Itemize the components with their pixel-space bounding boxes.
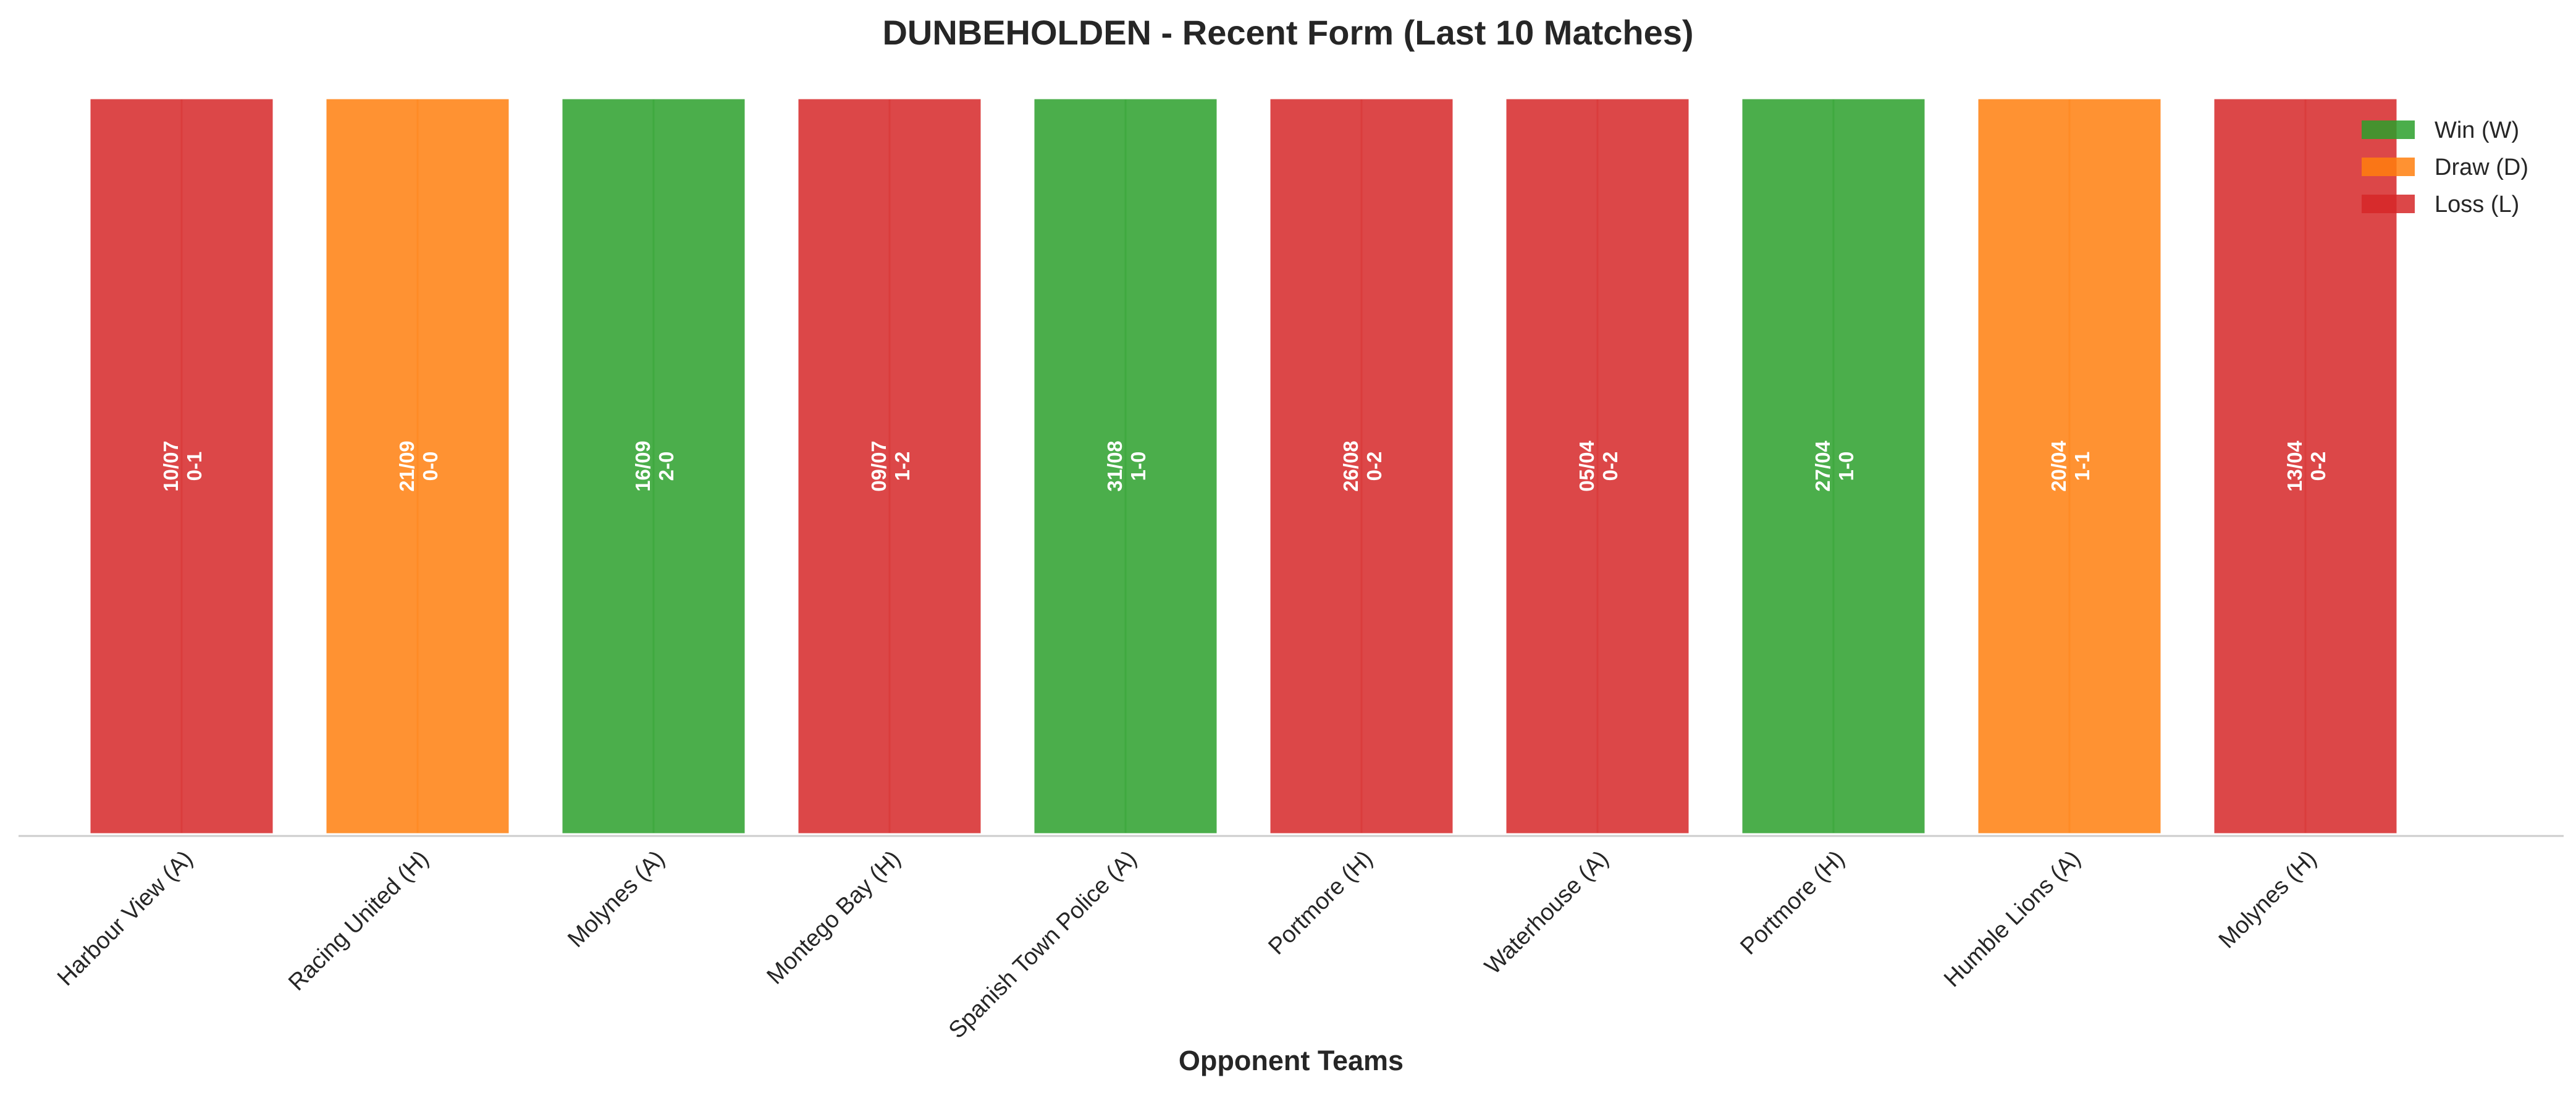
bar-label-1: 10/070-1 bbox=[159, 441, 206, 492]
bars-layer: 10/070-1 21/090-0 16/092-0 09/071-2 31/081-0… bbox=[87, 96, 2400, 837]
bar-date: 20/04 bbox=[2047, 441, 2070, 492]
bar-date: 09/07 bbox=[867, 441, 890, 492]
x-tick-label-5: Spanish Town Police (A) bbox=[944, 846, 1142, 1044]
x-tick-label-3: Molynes (A) bbox=[563, 846, 670, 953]
bar-label-4: 09/071-2 bbox=[867, 441, 914, 492]
legend-swatch-w bbox=[2362, 120, 2415, 139]
legend: Win (W) Draw (D) Loss (L) bbox=[2362, 117, 2528, 217]
legend-label-w: Win (W) bbox=[2435, 117, 2519, 143]
bar-9 bbox=[1975, 96, 2164, 837]
bar-score: 0-0 bbox=[419, 452, 442, 481]
x-tick-label-1: Harbour View (A) bbox=[53, 846, 198, 991]
legend-swatch-l bbox=[2362, 195, 2415, 213]
bar-date: 31/08 bbox=[1103, 441, 1126, 492]
legend-swatch-d bbox=[2362, 158, 2415, 176]
x-tick-label-2: Racing United (H) bbox=[284, 846, 434, 996]
x-axis-title: Opponent Teams bbox=[1179, 1045, 1404, 1076]
bar-4 bbox=[795, 96, 984, 837]
bar-label-3: 16/092-0 bbox=[631, 441, 678, 492]
bar-score: 1-0 bbox=[1835, 452, 1858, 481]
x-tick-label-9: Humble Lions (A) bbox=[1939, 846, 2086, 992]
legend-label-d: Draw (D) bbox=[2435, 154, 2528, 180]
bar-date: 05/04 bbox=[1575, 441, 1598, 492]
bar-label-5: 31/081-0 bbox=[1103, 441, 1150, 492]
legend-label-l: Loss (L) bbox=[2435, 192, 2519, 217]
bar-2 bbox=[323, 96, 512, 837]
x-tick-label-8: Portmore (H) bbox=[1735, 846, 1850, 960]
x-tick-label-10: Molynes (H) bbox=[2214, 846, 2322, 954]
bar-label-8: 27/041-0 bbox=[1811, 441, 1858, 492]
bar-score: 0-2 bbox=[2307, 452, 2330, 481]
bar-label-7: 05/040-2 bbox=[1575, 441, 1622, 492]
bar-score: 1-1 bbox=[2071, 452, 2094, 481]
bar-7 bbox=[1503, 96, 1692, 837]
bar-score: 1-0 bbox=[1127, 452, 1150, 481]
bar-score: 0-2 bbox=[1363, 452, 1386, 481]
bar-score: 1-2 bbox=[891, 452, 914, 481]
bar-label-9: 20/041-1 bbox=[2047, 441, 2094, 492]
bar-10 bbox=[2211, 96, 2400, 837]
bar-score: 0-1 bbox=[183, 452, 206, 481]
bar-3 bbox=[559, 96, 748, 837]
bar-1 bbox=[87, 96, 276, 837]
bar-date: 21/09 bbox=[395, 441, 418, 492]
bar-label-10: 13/040-2 bbox=[2283, 441, 2330, 492]
bar-label-6: 26/080-2 bbox=[1339, 441, 1386, 492]
x-tick-label-6: Portmore (H) bbox=[1263, 846, 1378, 960]
bar-date: 16/09 bbox=[631, 441, 654, 492]
x-tick-label-4: Montego Bay (H) bbox=[762, 846, 906, 990]
x-tick-labels: Harbour View (A) Racing United (H) Molynes… bbox=[53, 846, 2321, 1044]
bar-8 bbox=[1739, 96, 1928, 837]
bar-date: 27/04 bbox=[1811, 441, 1834, 492]
bar-date: 13/04 bbox=[2283, 441, 2306, 492]
x-tick-label-7: Waterhouse (A) bbox=[1480, 846, 1614, 980]
bar-score: 2-0 bbox=[655, 452, 678, 481]
bar-label-2: 21/090-0 bbox=[395, 441, 442, 492]
bar-score: 0-2 bbox=[1599, 452, 1622, 481]
bar-5 bbox=[1031, 96, 1220, 837]
bar-6 bbox=[1267, 96, 1456, 837]
bar-date: 10/07 bbox=[159, 441, 182, 492]
chart-title: DUNBEHOLDEN - Recent Form (Last 10 Match… bbox=[882, 13, 1693, 52]
bar-date: 26/08 bbox=[1339, 441, 1362, 492]
